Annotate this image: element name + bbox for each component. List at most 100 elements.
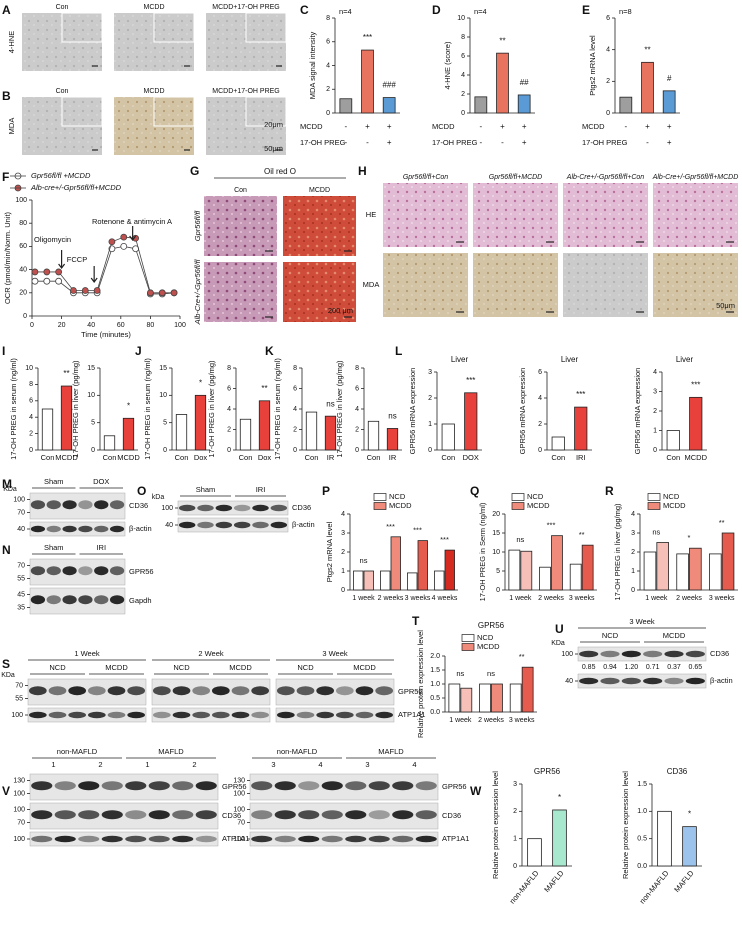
y-tick-label: 4 <box>227 406 231 413</box>
band <box>94 500 109 510</box>
group-label: non-MAFLD <box>277 747 318 756</box>
y-tick-label: 0 <box>496 587 500 594</box>
bar <box>676 553 689 591</box>
band <box>125 835 147 843</box>
y-tick-label: 1.0 <box>637 808 647 815</box>
band <box>296 711 315 719</box>
x-axis-label: Time (minutes) <box>81 330 131 339</box>
band <box>345 810 367 820</box>
lane-label: 3 <box>365 760 369 769</box>
band <box>62 595 77 605</box>
y-tick-label: 10 <box>492 549 500 556</box>
series-line <box>34 236 175 294</box>
band <box>276 686 295 696</box>
panel-letter: C <box>300 3 309 17</box>
micrograph <box>563 253 648 317</box>
data-point <box>55 277 63 285</box>
marker-label: 45 <box>17 591 25 598</box>
band <box>664 677 684 685</box>
group-label: MAFLD <box>158 747 184 756</box>
band-label: ATP1A1 <box>442 834 469 843</box>
band <box>392 781 414 791</box>
band <box>233 521 251 529</box>
bar <box>460 687 473 713</box>
significance: ns <box>652 527 660 536</box>
y-tick-label: 3 <box>653 388 657 395</box>
micrograph <box>473 253 558 317</box>
category-label: 1 week <box>509 595 532 602</box>
y-tick-label: 6 <box>355 385 359 392</box>
y-axis-label: Ptgs2 mRNA level <box>325 521 334 582</box>
band <box>355 686 374 696</box>
scale-label: 50μm <box>264 144 283 153</box>
legend-label: MCDD <box>663 501 686 510</box>
y-tick-label: 2.0 <box>430 653 440 660</box>
band <box>368 781 390 791</box>
band <box>298 835 320 843</box>
category-label: 4 weeks <box>432 595 458 602</box>
column-label: Gpr56fl/fl+MCDD <box>489 174 542 181</box>
band <box>231 711 250 719</box>
bar <box>491 683 503 713</box>
band <box>31 835 53 843</box>
y-tick-label: 20 <box>19 290 27 297</box>
y-axis-label: 17-OH PREG in liver (pg/mg) <box>613 503 622 601</box>
category-label: IR <box>389 453 397 462</box>
unit-label: KDa <box>1 672 15 679</box>
y-tick-label: 2 <box>538 421 542 428</box>
bar <box>662 90 676 114</box>
y-tick-label: 4 <box>606 47 610 54</box>
band <box>78 595 93 605</box>
sign-row-label: MCDD <box>300 122 323 131</box>
band <box>178 504 196 512</box>
band <box>316 711 335 719</box>
y-tick-label: 2 <box>29 430 33 437</box>
significance: ** <box>519 652 525 661</box>
band <box>316 686 335 696</box>
band <box>321 781 343 791</box>
category-label: non-MAFLD <box>638 868 671 905</box>
bar <box>122 417 135 451</box>
band <box>172 835 194 843</box>
band <box>109 525 125 533</box>
significance: ns <box>456 669 464 678</box>
y-tick-label: 6 <box>326 39 330 46</box>
y-tick-label: 1.5 <box>430 667 440 674</box>
band <box>335 686 354 696</box>
bar <box>444 549 455 591</box>
significance: ** <box>579 530 585 539</box>
sign-row-label: MCDD <box>432 122 455 131</box>
y-axis-label: 17-OH PREG in serum (ng/ml) <box>9 358 18 460</box>
significance: ** <box>499 36 505 45</box>
panel-letter: F <box>2 170 9 184</box>
bar <box>581 544 594 591</box>
legend-label: NCD <box>389 492 406 501</box>
group-label: MCDD <box>229 663 252 672</box>
y-axis-label: 17-OH PREG in liver (pg/mg) <box>207 360 216 458</box>
category-label: 2 weeks <box>676 595 702 602</box>
band <box>368 810 390 820</box>
column-label: Con <box>56 88 69 95</box>
inset <box>153 12 195 43</box>
category-label: 3 weeks <box>405 595 431 602</box>
panel-letter: M <box>2 477 12 491</box>
band <box>215 521 233 529</box>
band <box>152 686 171 696</box>
band <box>375 711 394 719</box>
y-tick-label: 2 <box>513 808 517 815</box>
y-tick-label: 1 <box>653 427 657 434</box>
y-tick-label: 2 <box>653 408 657 415</box>
bar <box>643 551 657 591</box>
panel-letter: J <box>135 344 142 358</box>
band <box>415 810 437 820</box>
category-label: MAFLD <box>672 868 696 894</box>
band <box>211 711 230 719</box>
band <box>345 781 367 791</box>
marker-label: 40 <box>165 522 173 529</box>
band <box>30 595 46 605</box>
bar <box>305 411 318 451</box>
bar <box>508 549 521 591</box>
legend-swatch <box>461 643 475 651</box>
n-label: n=4 <box>339 7 352 16</box>
y-tick-label: 4 <box>631 511 635 518</box>
